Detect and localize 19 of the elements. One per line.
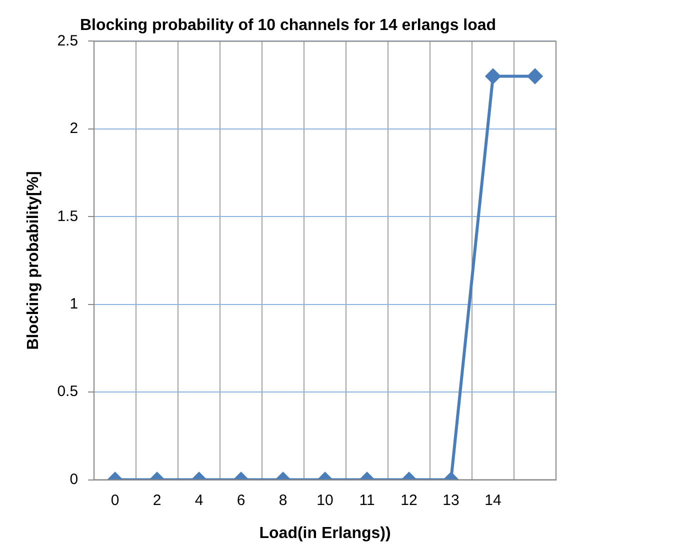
x-tick-label: 13: [442, 492, 460, 509]
y-tick-label: 0.5: [57, 383, 78, 400]
y-tick-label: 1: [70, 296, 78, 312]
x-tick-label: 4: [194, 492, 204, 509]
y-axis-title: Blocking probability[%]: [25, 171, 42, 350]
x-axis-title: Load(in Erlangs)): [259, 524, 391, 542]
y-tick-label: 2: [70, 120, 78, 138]
x-tick-label: 0: [110, 492, 120, 509]
x-tick-label: 10: [316, 492, 334, 509]
y-tick-label: 0: [70, 470, 78, 488]
x-tick-label: 11: [359, 492, 375, 509]
x-tick-label: 6: [236, 492, 246, 509]
x-tick-label: 2: [152, 492, 162, 509]
y-tick-label: 2.5: [57, 32, 78, 50]
x-tick-label: 8: [278, 492, 288, 509]
x-tick-label: 14: [484, 492, 502, 509]
y-tick-label: 1.5: [57, 208, 78, 225]
x-tick-label: 12: [400, 492, 418, 509]
chart-title: Blocking probability of 10 channels for 14 erlangs load: [80, 17, 496, 34]
